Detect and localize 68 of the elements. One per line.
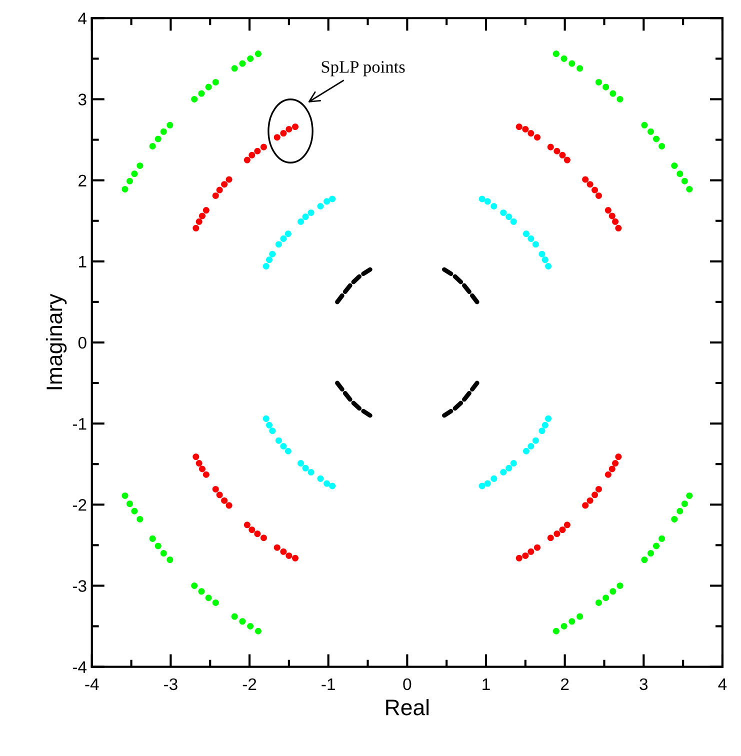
point: [317, 202, 324, 210]
point: [528, 442, 534, 450]
point: [490, 475, 498, 482]
point: [308, 468, 314, 476]
y-tick-label: -1: [72, 418, 86, 430]
point: [532, 437, 539, 444]
point: [262, 415, 270, 422]
y-tick-label: 1: [79, 256, 86, 268]
point: [500, 468, 507, 476]
y-tick-label: 0: [78, 336, 86, 349]
y-tick-label: -3: [72, 580, 86, 592]
point: [545, 262, 552, 270]
point: [478, 482, 486, 490]
point: [298, 218, 304, 225]
y-tick-label: 3: [78, 94, 86, 106]
point: [269, 250, 276, 258]
point: [538, 428, 546, 434]
x-tick-label: 0: [403, 678, 412, 690]
point: [329, 196, 336, 202]
point: [280, 442, 287, 450]
x-tick-label: 4: [718, 678, 727, 690]
point: [324, 480, 330, 487]
y-axis-title: Imaginary: [46, 294, 67, 390]
point: [506, 214, 512, 220]
x-tick-label: 1: [482, 678, 490, 690]
y-tick-label: -2: [72, 499, 86, 511]
point: [280, 235, 287, 242]
point: [542, 422, 548, 428]
point: [284, 230, 292, 238]
point: [275, 437, 282, 444]
x-tick-label: 2: [561, 678, 569, 690]
x-tick-label: -2: [242, 678, 256, 690]
point: [269, 428, 276, 434]
point: [266, 256, 272, 264]
point: [506, 464, 512, 472]
x-tick-label: -3: [164, 678, 178, 690]
point: [275, 241, 282, 248]
point: [302, 464, 309, 472]
point: [284, 448, 292, 454]
point: [478, 196, 486, 202]
point: [484, 198, 491, 205]
point: [510, 218, 517, 225]
annotation: SpLP points: [322, 61, 405, 76]
x-axis-title: Real: [386, 698, 429, 716]
point: [522, 230, 530, 238]
point: [528, 235, 534, 242]
point: [532, 241, 539, 248]
y-tick-label: -4: [72, 661, 87, 673]
point: [484, 480, 491, 487]
point: [522, 448, 530, 454]
y-tick-label: 2: [78, 174, 86, 186]
point: [262, 262, 270, 270]
point: [317, 475, 324, 482]
point: [298, 460, 304, 467]
x-tick-label: 3: [640, 678, 648, 690]
point: [500, 209, 507, 216]
point: [324, 198, 330, 205]
point: [308, 209, 314, 216]
point: [545, 415, 552, 422]
point: [329, 482, 336, 490]
point: [490, 202, 498, 210]
x-tick-label: -1: [322, 678, 335, 690]
point: [538, 250, 546, 258]
point: [302, 214, 309, 220]
point: [266, 422, 272, 428]
point: [510, 460, 517, 467]
y-tick-label: 4: [78, 12, 87, 24]
point: [542, 256, 548, 264]
